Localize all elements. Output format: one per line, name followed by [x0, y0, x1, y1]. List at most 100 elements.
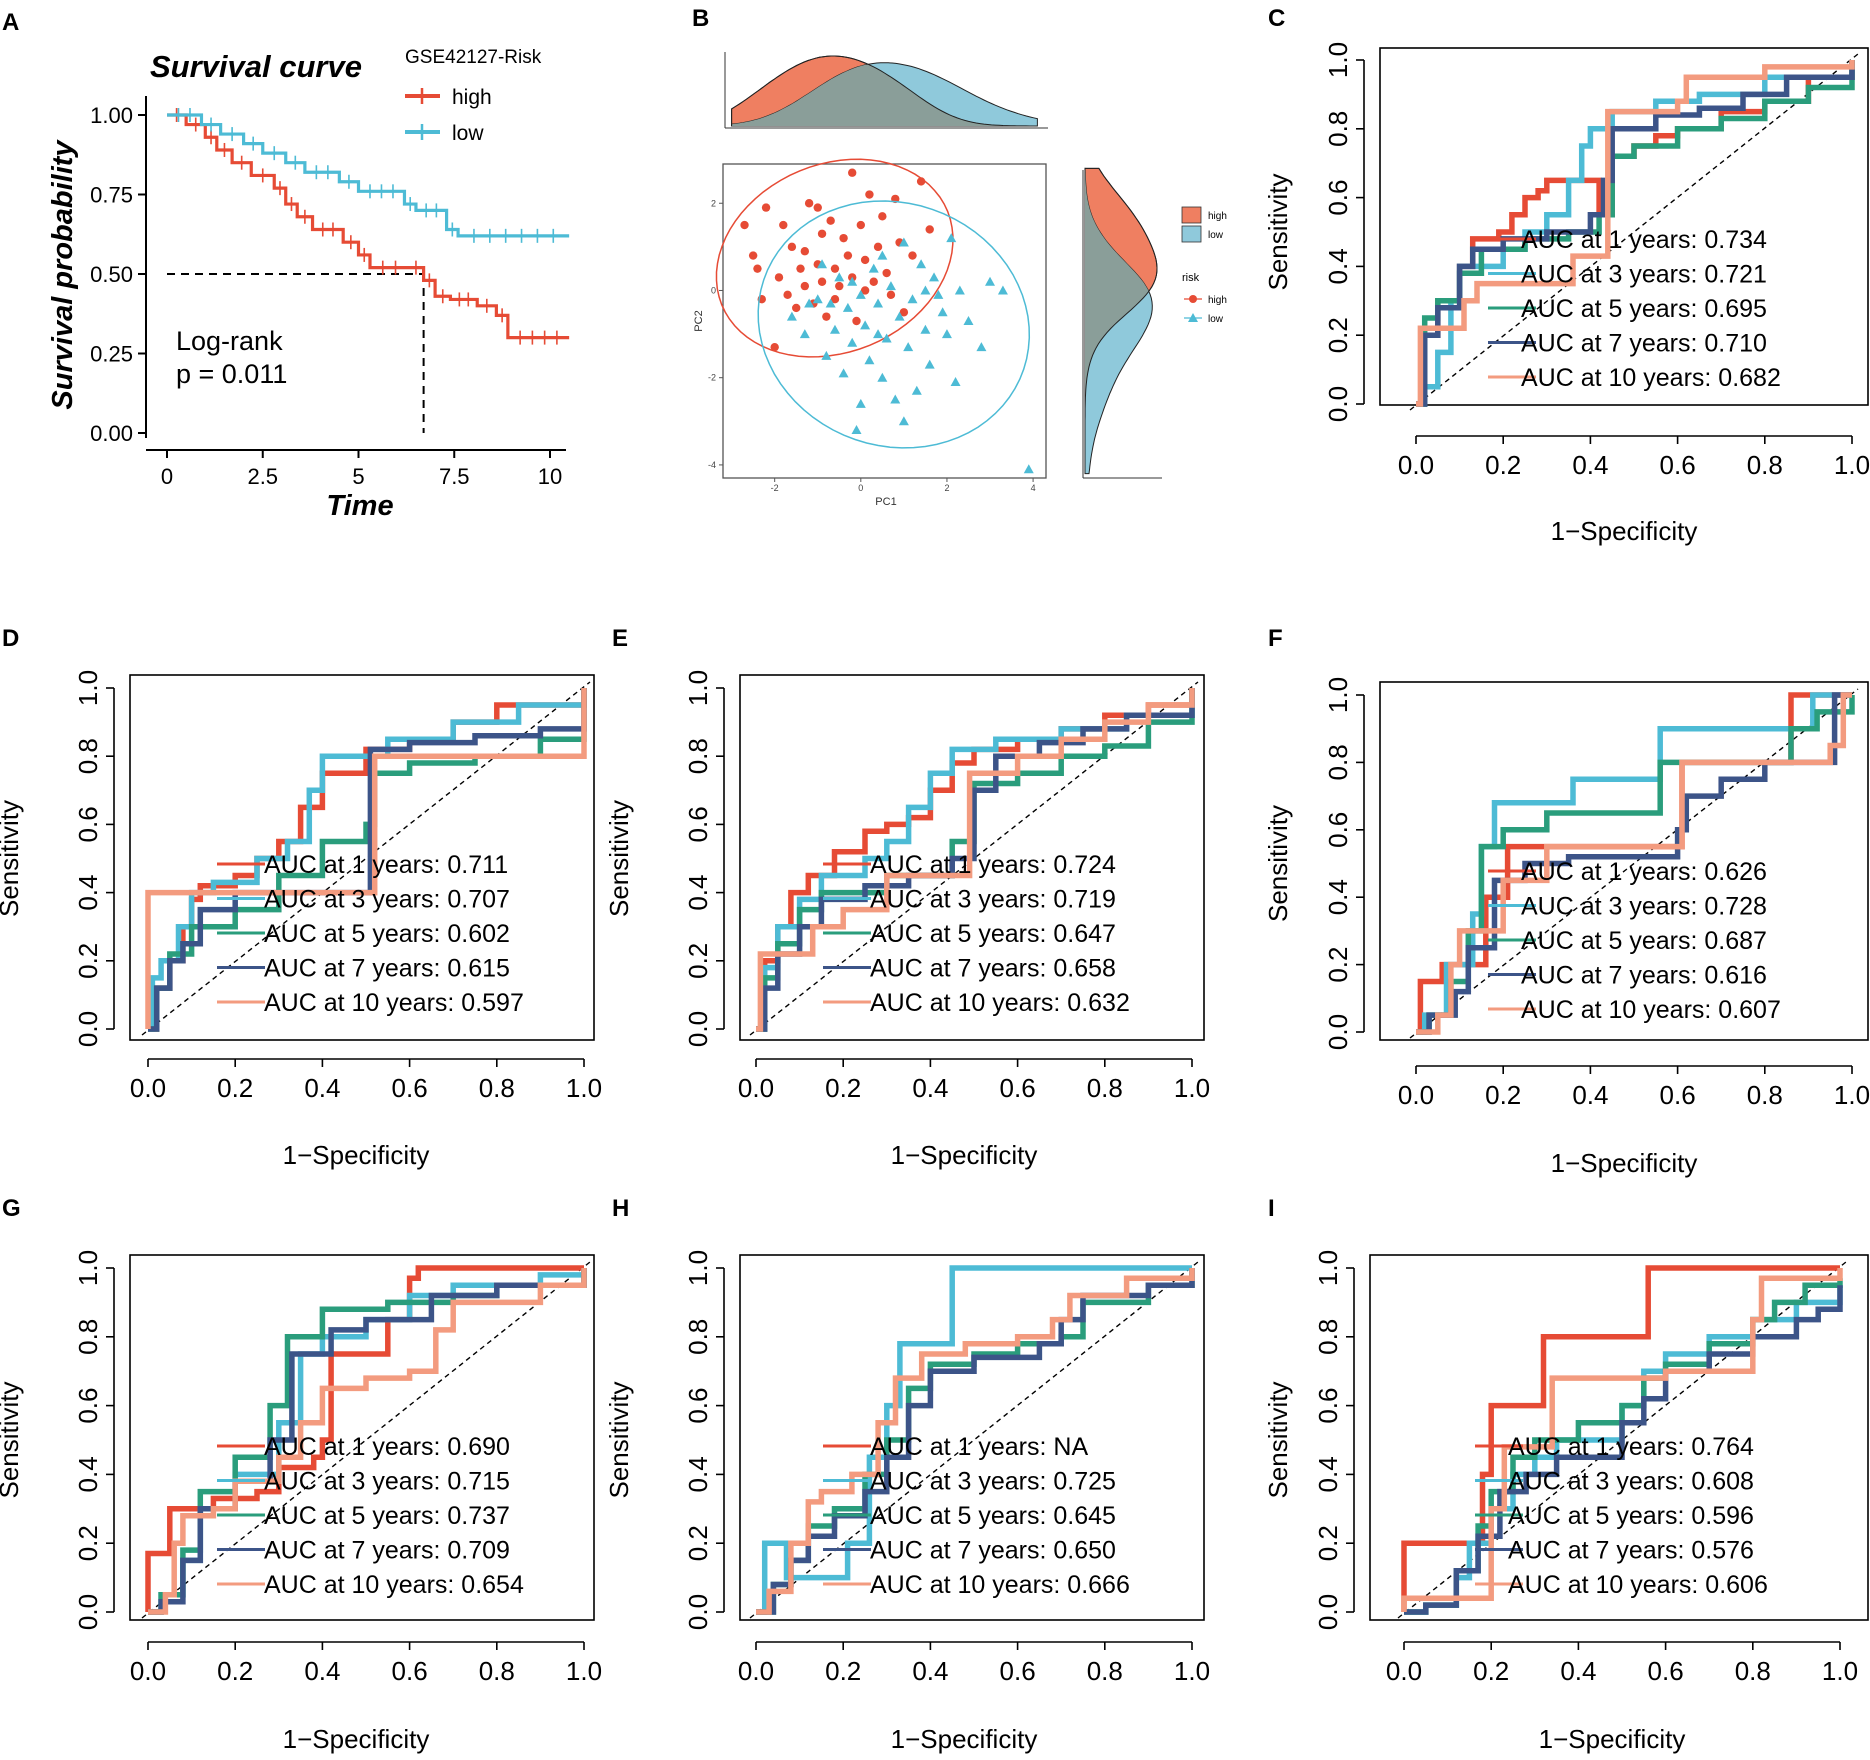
pca-point-high: [856, 220, 866, 230]
pca-xlabel: PC1: [875, 496, 896, 508]
pca-point-high: [852, 316, 861, 326]
roc-legend-label: AUC at 5 years: 0.645: [870, 1502, 1116, 1530]
pca-point-high: [770, 342, 779, 352]
roc-legend-label: AUC at 3 years: 0.725: [870, 1468, 1116, 1496]
roc-legend-label: AUC at 5 years: 0.596: [1508, 1502, 1754, 1530]
roc-x-tick-label: 0.4: [1560, 1656, 1596, 1686]
roc-x-tick-label: 0.8: [479, 1656, 515, 1686]
roc-legend-label: AUC at 3 years: 0.608: [1508, 1468, 1754, 1496]
pca-point-low: [933, 289, 944, 299]
roc-y-tick-label: 0.8: [73, 738, 103, 774]
pca-point-low: [873, 329, 884, 339]
roc-xlabel: 1−Specificity: [1539, 1724, 1686, 1754]
roc-y-tick-label: 0.8: [73, 1319, 103, 1355]
roc-y-tick-label: 1.0: [1323, 42, 1353, 78]
pca-point-high: [899, 308, 909, 317]
roc-ylabel: Sensitivity: [1263, 173, 1293, 290]
pca-legend-high: high: [1208, 295, 1227, 306]
roc-y-tick-label: 1.0: [73, 1250, 103, 1286]
pca-fill-legend-high: high: [1208, 211, 1227, 222]
roc-curve-y10: [1416, 60, 1855, 407]
pca-panel: -2 0 2 4 -4 -2 0 2 PC1 PC2 high low risk high l…: [693, 52, 1227, 508]
survival-y-tick-label: 0.50: [90, 262, 133, 287]
roc-x-tick-label: 0.0: [1386, 1656, 1422, 1686]
pca-point-low: [799, 329, 810, 339]
roc-ylabel: Sensitivity: [0, 800, 24, 917]
pca-fill-legend-low: low: [1208, 230, 1224, 241]
roc-x-tick-label: 1.0: [566, 1656, 602, 1686]
roc-x-tick-label: 0.0: [1398, 450, 1434, 480]
pca-x-tick-label: 0: [858, 483, 863, 493]
roc-x-tick-label: 0.2: [825, 1073, 861, 1103]
survival-curve-low: [167, 113, 570, 238]
roc-x-tick-label: 0.2: [217, 1073, 253, 1103]
survival-x-tick-label: 0: [161, 464, 173, 489]
logrank-p: p = 0.011: [176, 359, 287, 389]
pca-point-high: [839, 233, 848, 243]
roc-x-tick-label: 0.8: [479, 1073, 515, 1103]
roc-curve-y10: [1416, 692, 1852, 1035]
pca-point-low: [929, 272, 940, 282]
pca-point-high: [804, 199, 814, 208]
roc-xlabel: 1−Specificity: [1551, 1148, 1698, 1178]
pc2-density-overlap: [1085, 168, 1149, 474]
roc-curve-y3: [756, 688, 1195, 1032]
pca-x-tick-label: 2: [944, 483, 949, 493]
roc-xlabel: 1−Specificity: [283, 1140, 430, 1170]
roc-legend-label: AUC at 5 years: 0.695: [1521, 295, 1767, 323]
roc-x-tick-label: 0.0: [130, 1656, 166, 1686]
roc-curve-y7: [1416, 60, 1855, 407]
survival-x-tick-label: 7.5: [439, 464, 470, 489]
roc-x-tick-label: 0.0: [738, 1656, 774, 1686]
survival-panel: Survival curve GSE42127-Risk high low 0 2…: [47, 47, 570, 522]
roc-x-tick-label: 0.2: [1485, 1080, 1521, 1110]
roc-legend-label: AUC at 7 years: 0.658: [870, 955, 1116, 983]
roc-curve-y10: [148, 1268, 587, 1615]
roc-legend-label: AUC at 7 years: 0.710: [1521, 330, 1767, 358]
roc-legend-label: AUC at 3 years: 0.721: [1521, 261, 1767, 289]
pca-point-high: [848, 168, 857, 177]
survival-y-tick-label: 1.00: [90, 103, 133, 128]
roc-legend-label: AUC at 7 years: 0.615: [264, 955, 510, 983]
pca-y-tick-label: -2: [708, 373, 716, 383]
pca-point-high: [925, 225, 934, 234]
logrank-label: Log-rank: [176, 326, 283, 356]
pca-point-low: [817, 259, 828, 269]
pca-point-high: [813, 203, 822, 212]
pca-point-low: [855, 289, 866, 299]
roc-ylabel: Sensitivity: [604, 1381, 634, 1498]
roc-y-tick-label: 1.0: [1313, 1250, 1343, 1286]
roc-legend-label: AUC at 3 years: 0.715: [264, 1468, 510, 1496]
panel-label-e: E: [612, 625, 628, 652]
pca-point-low: [855, 398, 866, 408]
roc-y-tick-label: 0.8: [683, 738, 713, 774]
pca-point-low: [868, 263, 879, 273]
pca-point-low: [873, 298, 884, 308]
roc-y-tick-label: 0.8: [1323, 111, 1353, 147]
roc-y-tick-label: 0.0: [683, 1011, 713, 1047]
roc-y-tick-label: 0.6: [1313, 1388, 1343, 1424]
roc-legend-label: AUC at 7 years: 0.616: [1521, 962, 1767, 990]
pca-point-high: [761, 203, 771, 212]
pca-point-high: [817, 277, 827, 286]
roc-ylabel: Sensitivity: [604, 800, 634, 917]
pc1-density: [724, 52, 1048, 129]
roc-x-tick-label: 0.0: [1398, 1080, 1434, 1110]
roc-y-tick-label: 0.6: [1323, 180, 1353, 216]
pca-y-tick-label: -4: [708, 460, 716, 470]
pca-point-high: [826, 216, 835, 225]
roc-curve-y10: [145, 688, 587, 1029]
pca-point-low: [916, 259, 927, 269]
pca-point-low: [851, 425, 862, 435]
pca-point-high: [865, 190, 874, 199]
pca-point-low: [911, 385, 922, 395]
roc-legend-label: AUC at 10 years: 0.666: [870, 1571, 1130, 1599]
roc-y-tick-label: 1.0: [683, 1250, 713, 1286]
pca-point-high: [800, 281, 810, 291]
pca-point-high: [882, 268, 891, 278]
roc-y-tick-label: 0.0: [683, 1594, 713, 1630]
roc-y-tick-label: 0.6: [73, 806, 103, 842]
roc-curve-y7: [756, 1268, 1195, 1615]
panel-label-a: A: [2, 9, 19, 36]
